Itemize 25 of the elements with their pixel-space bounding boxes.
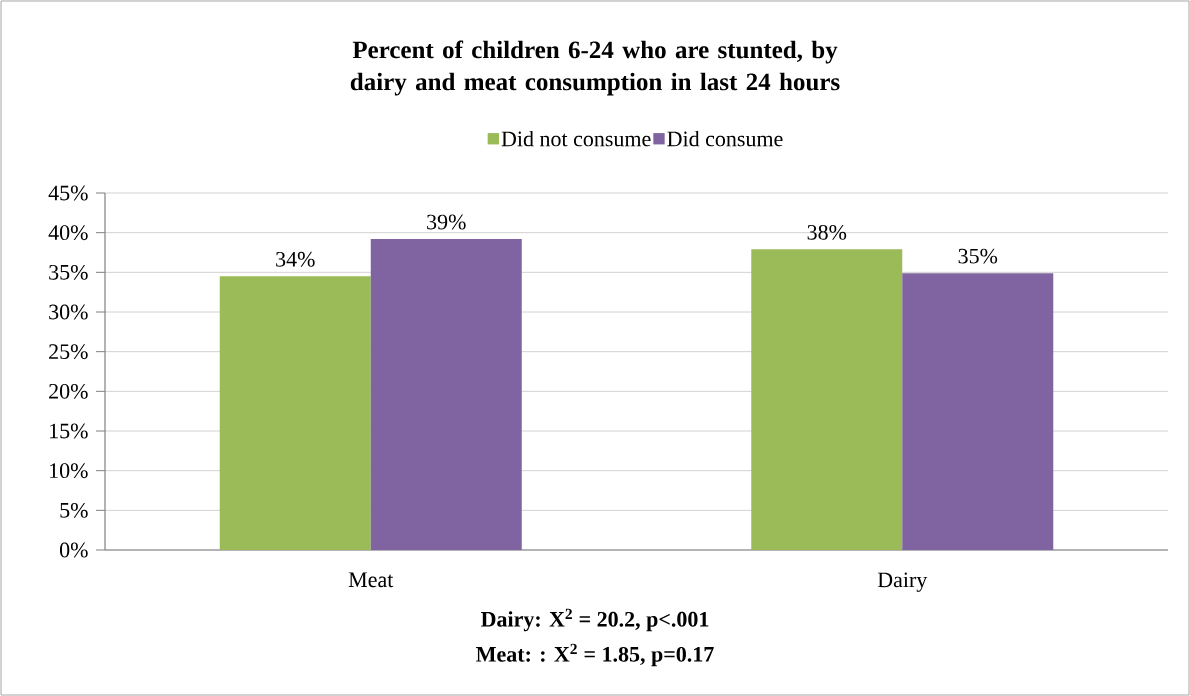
data-label: 38% — [807, 224, 847, 240]
bar — [902, 273, 1054, 550]
legend-label: Did not consume — [501, 130, 651, 147]
y-tick-label: 5% — [60, 502, 88, 518]
text: Meat: : X$^{2}$ = 1.85, p=0.17 — [476, 643, 714, 667]
data-label: 34% — [276, 251, 315, 267]
legend-label: Did consume — [667, 130, 783, 147]
y-tick-label: 10% — [50, 463, 88, 479]
bar — [370, 239, 522, 550]
y-tick-label: 20% — [49, 383, 88, 399]
y-tick-label: 35% — [49, 264, 88, 280]
x-tick-label: Dairy — [877, 572, 928, 592]
text: Dairy: X$^{2}$ = 20.2, p<.001 — [480, 608, 709, 632]
data-label: 39% — [427, 214, 466, 230]
y-tick-label: 30% — [49, 304, 88, 320]
data-label: 35% — [958, 248, 998, 264]
chart-title: Percent of children 6-24 who are stunted, by dairy and meat consumption in last 24 hours — [350, 40, 840, 96]
bar — [751, 249, 903, 550]
y-tick-label: 25% — [49, 344, 88, 360]
y-tick-label: 15% — [50, 423, 88, 439]
bar — [219, 276, 371, 550]
y-tick-label: 40% — [48, 225, 88, 241]
x-tick-label: Meat — [348, 572, 394, 588]
y-tick-label: 0% — [59, 542, 88, 558]
y-tick-label: 45% — [48, 185, 88, 201]
